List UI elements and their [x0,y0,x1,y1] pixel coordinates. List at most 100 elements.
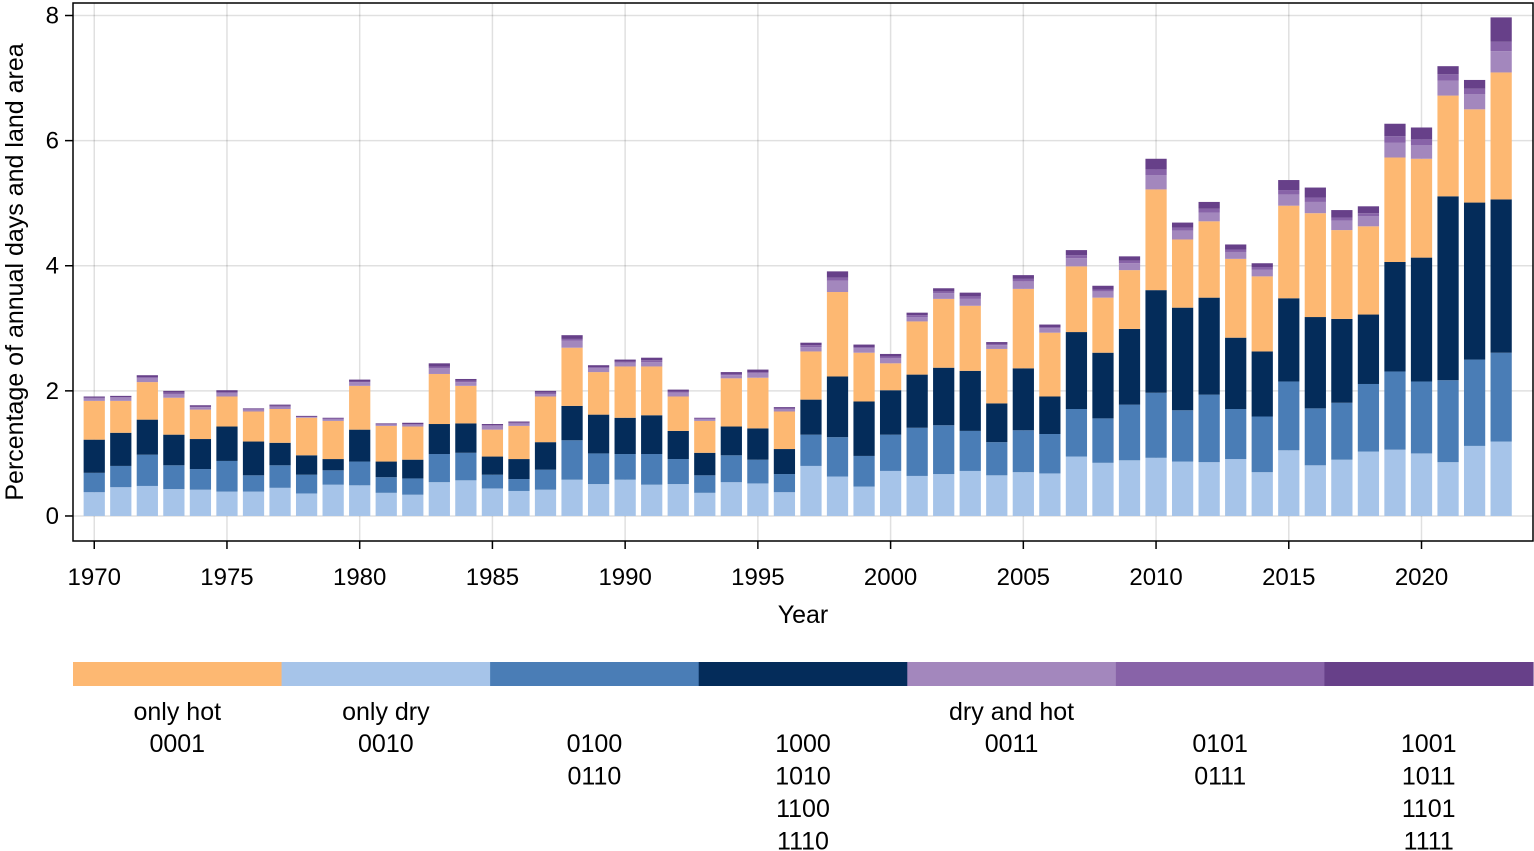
x-tick-label: 2015 [1262,564,1315,591]
bar-segment-2021-s6 [1437,66,1459,75]
bar-segment-1994-s4 [720,375,742,379]
bar-segment-2013-s1 [1225,409,1247,460]
bar-segment-2023-s0 [1490,441,1512,516]
plot-frame [72,2,1534,542]
bar-segment-1993-s3 [694,420,716,453]
bar-segment-2017-s6 [1331,210,1353,218]
bar-segment-1976-s4 [242,409,265,412]
bar-segment-1984-s3 [455,385,477,424]
bar-segment-2013-s4 [1225,251,1247,259]
bar-segment-1995-s3 [747,377,769,429]
bar-segment-2013-s3 [1225,258,1247,338]
x-tick-label: 1985 [466,564,519,591]
bar-segment-1984-s1 [455,452,477,481]
bar-segment-2012-s6 [1198,201,1220,209]
bar-segment-2008-s1 [1092,418,1114,463]
bar-segment-2004-s3 [986,348,1008,404]
bar-segment-1977-s5 [269,405,291,407]
bar-segment-1993-s4 [694,419,716,421]
bar-segment-2008-s4 [1092,291,1114,298]
bar-segment-1994-s3 [720,378,742,427]
bar-segment-1984-s2 [455,423,477,453]
bar-segment-1976-s2 [242,441,265,476]
bar-segment-1975-s2 [216,426,238,461]
bar-segment-2002-s4 [933,293,955,299]
bar-segment-2018-s5 [1357,213,1380,217]
bar-segment-1971-s2 [110,432,132,466]
bar-segment-1973-s0 [163,489,185,516]
bar-segment-1995-s6 [747,369,769,373]
bar-segment-1985-s4 [481,425,504,430]
bar-segment-1984-s0 [455,480,477,516]
bar-segment-1970-s0 [83,492,105,516]
bar-segment-1982-s1 [402,478,424,495]
bar-segment-2005-s1 [1012,430,1034,473]
legend-title-1: only dry [342,698,430,726]
bar-segment-2004-s4 [986,345,1008,349]
y-tick-label: 6 [46,128,59,155]
bar-segment-2016-s5 [1304,197,1326,202]
bar-segment-1975-s4 [216,393,238,397]
bar-segment-2007-s2 [1065,332,1088,410]
bar-segment-1985-s5 [481,425,504,426]
bar-segment-2023-s2 [1490,199,1512,353]
bar-segment-1997-s3 [800,351,822,400]
bar-segment-2022-s6 [1463,79,1486,89]
x-tick-label: 2020 [1395,564,1448,591]
bar-segment-1980-s0 [349,485,371,516]
bar-segment-1985-s3 [481,429,504,457]
bar-segment-2006-s0 [1039,473,1061,516]
legend-code-4-0: 0011 [985,730,1039,758]
bar-segment-1976-s0 [242,491,265,516]
bar-segment-2019-s0 [1384,449,1406,516]
bar-segment-2016-s3 [1304,213,1326,318]
bar-segment-2023-s1 [1490,352,1512,442]
bar-segment-1999-s3 [853,352,875,402]
bar-segment-2018-s0 [1357,451,1380,516]
bar-segment-2011-s6 [1171,222,1194,228]
bar-segment-1979-s1 [322,470,344,485]
bar-segment-2022-s2 [1463,202,1486,360]
bar-segment-2021-s1 [1437,380,1459,463]
bar-segment-1971-s6 [110,395,132,398]
bar-segment-1983-s6 [428,363,450,367]
bars [83,17,1512,516]
bar-segment-1988-s2 [561,405,583,441]
legend-code-6-2: 1101 [1402,795,1456,823]
y-tick-label: 8 [46,3,59,30]
bar-segment-1991-s5 [641,360,663,363]
bar-segment-1979-s3 [322,420,344,460]
bar-segment-2000-s1 [879,434,902,471]
bar-segment-2023-s5 [1490,41,1512,52]
bar-segment-1974-s5 [189,406,212,408]
bar-segment-1993-s0 [694,492,716,516]
bar-segment-1984-s5 [455,380,477,383]
bar-segment-2011-s2 [1171,307,1194,411]
bar-segment-1996-s5 [773,408,796,410]
bar-segment-2014-s1 [1251,416,1273,473]
bar-segment-1971-s3 [110,400,132,433]
bar-segment-2018-s6 [1357,206,1380,214]
bar-segment-2000-s3 [879,363,902,391]
bar-segment-2007-s3 [1065,266,1088,333]
bar-segment-2020-s4 [1410,145,1433,159]
bar-segment-1973-s4 [163,393,185,398]
bar-segment-2012-s3 [1198,221,1220,298]
bar-segment-1996-s1 [773,474,796,493]
bar-segment-2016-s4 [1304,201,1326,214]
bar-segment-2000-s6 [879,353,902,357]
bar-segment-1988-s6 [561,335,583,339]
bar-segment-2022-s4 [1463,94,1486,110]
bar-segment-2009-s4 [1118,263,1141,271]
bar-segment-1993-s2 [694,452,716,476]
bar-segment-2020-s3 [1410,158,1433,258]
bar-segment-2006-s3 [1039,332,1061,397]
bar-segment-2002-s1 [933,425,955,475]
x-axis-title: Year [778,601,829,629]
bar-segment-1973-s3 [163,397,185,435]
legend-code-3-3: 1110 [777,828,829,851]
bar-segment-2007-s4 [1065,258,1088,267]
bar-segment-1997-s5 [800,345,822,348]
bar-segment-2022-s5 [1463,88,1486,95]
